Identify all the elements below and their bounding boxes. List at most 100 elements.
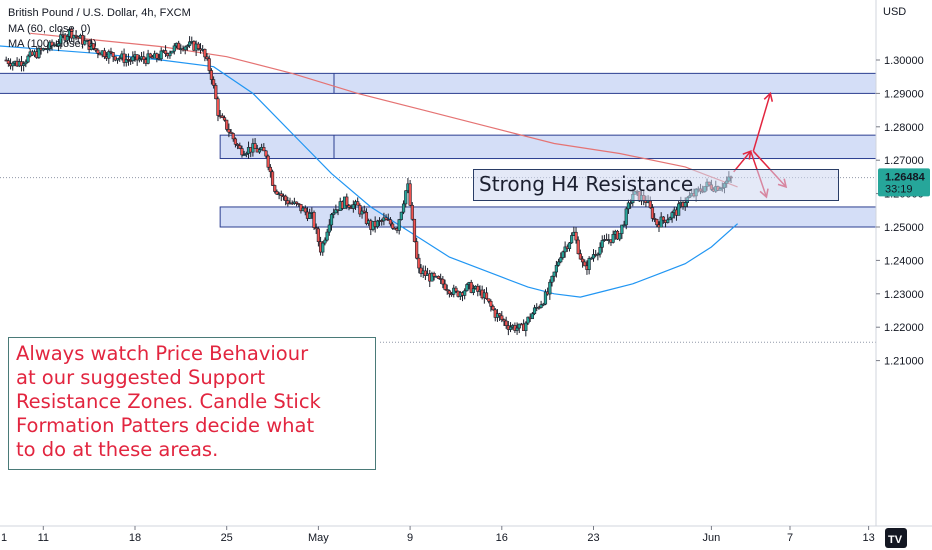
candle-body: [498, 313, 502, 317]
y-tick-label: 1.23000: [884, 289, 924, 301]
candle-body: [666, 219, 670, 223]
candle-body: [314, 227, 318, 230]
candle-body: [83, 40, 87, 45]
candle-body: [589, 257, 593, 260]
candle-body: [559, 257, 563, 263]
candle-body: [563, 246, 567, 253]
candle-body: [299, 204, 303, 212]
candle-body: [659, 216, 663, 228]
candle-body: [556, 261, 561, 266]
candle-body: [598, 246, 602, 255]
candle-body: [56, 43, 61, 47]
candle-body: [436, 275, 441, 279]
zone-2: [219, 134, 877, 160]
candle-body: [229, 131, 233, 134]
candle-body: [415, 241, 419, 259]
candle-body: [618, 233, 622, 240]
note-box[interactable]: Always watch Price Behaviour at our sugg…: [8, 337, 376, 470]
candle-body: [131, 56, 135, 62]
candle-body: [423, 270, 427, 276]
y-tick-label: 1.27000: [884, 155, 924, 167]
candle-body: [126, 59, 131, 61]
candle-body: [212, 79, 216, 86]
candle-body: [124, 59, 128, 63]
candle-body: [397, 219, 401, 231]
candle-body: [107, 51, 111, 59]
candle-body: [81, 34, 85, 45]
candle-body: [502, 319, 506, 322]
candle-body: [216, 98, 220, 116]
candle-body: [454, 287, 458, 292]
y-tick-label: 1.22000: [884, 322, 924, 334]
candle-body: [530, 313, 534, 320]
x-tick-label: 16: [496, 532, 508, 544]
candle-body: [65, 36, 69, 41]
candle-body: [185, 45, 190, 48]
candle-body: [205, 56, 209, 60]
candle-body: [347, 205, 351, 208]
candle-body: [345, 196, 349, 206]
candle-body: [653, 218, 657, 220]
y-tick-label: 1.29000: [884, 88, 924, 100]
candle-body: [410, 204, 414, 220]
candle-body: [515, 327, 519, 331]
candle-body: [391, 223, 395, 229]
candle-body: [661, 216, 665, 221]
candle-body: [222, 117, 227, 121]
candle-body: [294, 201, 299, 204]
candle-body: [388, 219, 393, 225]
candle-body: [554, 264, 558, 273]
candle-body: [242, 154, 246, 156]
x-tick-label: 13: [862, 532, 874, 544]
candle-body: [163, 50, 168, 54]
candle-body: [74, 34, 78, 37]
candle-body: [364, 211, 369, 224]
y-tick-label: 1.21000: [884, 356, 924, 368]
candle-body: [168, 52, 172, 57]
candle-body: [303, 207, 307, 213]
candle-body: [275, 191, 279, 195]
candle-body: [578, 253, 582, 260]
candle-body: [356, 201, 360, 206]
candle-body: [321, 242, 325, 253]
candle-body: [583, 261, 587, 267]
candle-body: [650, 207, 655, 219]
ma60-legend[interactable]: MA (60, close, 0): [8, 23, 91, 35]
x-tick-label: 11: [38, 532, 49, 544]
candle-body: [297, 203, 301, 205]
forecast-arrow-1: [733, 149, 752, 173]
candle-body: [325, 231, 329, 241]
candle-body: [441, 278, 445, 285]
candle-body: [539, 304, 543, 308]
ma100-legend[interactable]: MA (100, close, 0): [8, 38, 97, 50]
candle-body: [487, 298, 491, 302]
candle-body: [430, 273, 434, 282]
currency-label: USD: [883, 6, 906, 18]
candle-body: [155, 53, 159, 59]
candle-body: [183, 46, 187, 51]
candle-body: [332, 212, 336, 215]
candle-body: [207, 58, 211, 71]
candle-body: [26, 55, 30, 63]
candle-body: [284, 195, 288, 201]
candle-body: [626, 202, 631, 210]
candle-body: [611, 234, 615, 243]
candle-body: [491, 306, 495, 311]
candle-body: [6, 60, 10, 64]
candle-body: [524, 322, 528, 331]
candle-body: [648, 200, 652, 208]
candle-body: [375, 220, 379, 227]
candle-body: [412, 218, 417, 242]
candle-body: [122, 53, 126, 63]
candle-body: [465, 284, 469, 292]
candle-body: [94, 48, 98, 51]
resistance-label-box[interactable]: Strong H4 Resistance: [473, 169, 839, 201]
candle-body: [264, 150, 268, 157]
candle-body: [187, 41, 192, 46]
candle-body: [526, 316, 530, 324]
candle-body: [677, 203, 681, 216]
forecast-arrow-2: [752, 91, 774, 152]
tradingview-logo-glyph: TV: [888, 534, 903, 546]
candle-body: [146, 53, 150, 64]
candle-body: [220, 115, 224, 118]
